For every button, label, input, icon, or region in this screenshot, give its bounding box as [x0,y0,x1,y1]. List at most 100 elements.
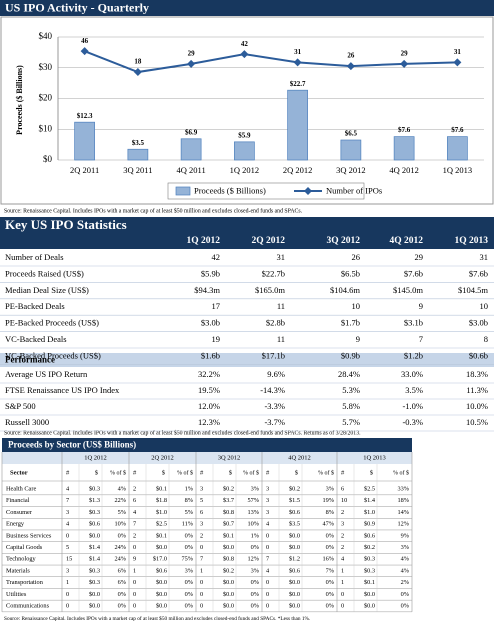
sector-count: 4 [133,509,137,516]
sector-share: 6% [118,567,127,574]
sector-share: 22% [114,497,126,504]
sector-share: 0% [185,602,194,609]
row-label: PE-Backed Proceeds (US$) [5,318,99,328]
sector-count: 1 [200,567,203,574]
sector-count: 0 [266,579,269,586]
cell: 7 [419,334,423,344]
cell: -14.3% [260,385,285,395]
cell: 42 [212,252,221,262]
sector-proceeds: $0.1 [156,532,167,539]
cell: 12.0% [198,401,220,411]
sector-proceeds: $17.0 [153,556,167,563]
line-value-label: 46 [81,37,89,45]
sector-share: 4% [118,485,127,492]
sector-share: 0% [185,579,194,586]
sector-count: 4 [341,556,345,563]
stats-title: Key US IPO Statistics [5,217,127,232]
sector-label: Communications [6,602,50,609]
sector-share: 11% [182,521,194,528]
x-tick-label: 1Q 2012 [230,165,260,175]
cell: $0.6b [469,350,488,360]
sector-count: 0 [266,544,269,551]
legend-label: Proceeds ($ Billions) [194,185,266,195]
sector-share: 5% [185,509,194,516]
cell: $22.7b [262,268,285,278]
sub-header: % of $ [243,469,259,476]
sector-proceeds: $1.4 [364,497,376,504]
legend-box [167,182,365,200]
sector-proceeds: $0.0 [223,591,234,598]
sector-proceeds: $0.3 [89,485,100,492]
bar [447,136,468,161]
x-tick-label: 1Q 2013 [443,165,473,175]
cell: $5.9b [201,268,220,278]
cell: 5.3% [342,385,360,395]
line-value-label: 31 [294,48,302,56]
x-tick-label: 2Q 2012 [283,165,313,175]
sector-proceeds: $1.4 [89,544,101,551]
cell: $1.7b [341,318,360,328]
sector-proceeds: $0.2 [223,567,234,574]
x-tick-label: 4Q 2011 [177,165,206,175]
sector-count: 0 [133,602,136,609]
sector-share: 3% [401,544,410,551]
sector-count: 5 [66,544,69,551]
sector-proceeds: $0.6 [364,532,375,539]
cell: -3.3% [264,401,285,411]
stats-column-header: 4Q 2012 [389,236,423,246]
sector-proceeds: $0.3 [89,567,100,574]
cell: 29 [415,252,424,262]
line-marker [187,59,196,68]
bar [287,89,308,161]
bar-value-label: $5.9 [238,131,251,139]
line-marker [133,68,142,77]
cell: 5.8% [342,401,360,411]
y-axis-label: Proceeds ($ Billions) [15,65,24,135]
sector-count: 7 [266,556,269,563]
bar-value-label: $7.6 [451,126,464,134]
sector-proceeds: $0.0 [289,602,300,609]
sector-count: 3 [200,485,203,492]
sector-count: 2 [341,532,344,539]
title-bar [0,0,494,16]
sector-share: 9% [401,532,410,539]
sector-label: Transportation [6,579,44,586]
sector-quarter-row [2,452,412,464]
sector-proceeds: $0.0 [289,579,300,586]
sector-count: 2 [341,544,344,551]
sector-quarter: 1Q 2012 [84,454,107,461]
cell: 32.2% [198,369,220,379]
y-tick-label: $10 [39,123,53,133]
sector-share: 0% [326,579,335,586]
sector-share: 4% [401,567,410,574]
line-marker [453,58,462,67]
cell: $2.8b [266,318,285,328]
line-marker [80,47,89,56]
sector-count: 0 [266,532,269,539]
cell: $104.5m [458,285,488,295]
sub-header: $ [370,469,374,476]
cell: -1.0% [402,401,423,411]
sector-proceeds: $0.1 [223,532,234,539]
sector-proceeds: $0.1 [364,579,375,586]
sector-proceeds: $0.0 [89,532,100,539]
sector-count: 6 [341,485,344,492]
sub-header: % of $ [110,469,126,476]
legend-marker [304,187,312,195]
sector-label: Health Care [6,485,36,492]
sector-count: 2 [341,509,344,516]
row-label: Median Deal Size (US$) [5,285,89,295]
sector-proceeds: $1.2 [289,556,300,563]
sector-quarter: 4Q 2012 [288,454,311,461]
line-marker [293,58,302,67]
cell: $1.6b [201,350,220,360]
sector-share: 7% [326,567,335,574]
row-label: Number of Deals [5,252,64,262]
sector-count: 3 [266,485,269,492]
y-tick-label: $0 [43,154,53,164]
sector-share: 2% [401,579,410,586]
sector-proceeds: $1.0 [156,509,167,516]
sector-proceeds: $0.0 [156,602,167,609]
line-value-label: 18 [134,58,142,66]
sector-quarter: 2Q 2012 [151,454,174,461]
